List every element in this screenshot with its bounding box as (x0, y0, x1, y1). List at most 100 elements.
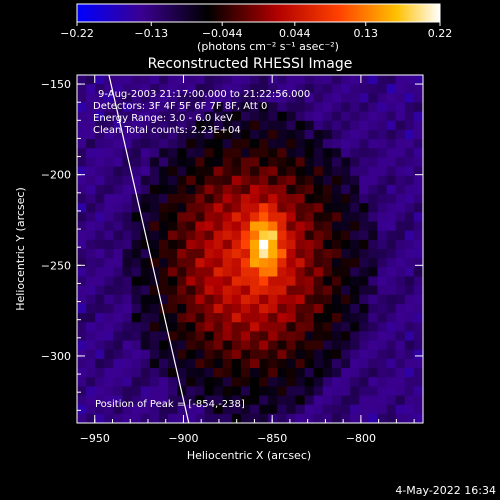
heatmap-cell (168, 294, 178, 305)
heatmap-cell (86, 84, 96, 94)
heatmap-cell (295, 303, 306, 314)
heatmap-cell (268, 111, 278, 122)
heatmap-cell (86, 175, 96, 186)
heatmap-cell (286, 285, 297, 296)
heatmap-cell (286, 377, 297, 387)
heatmap-cell (368, 139, 379, 149)
heatmap-cell (186, 377, 196, 387)
heatmap-cell (404, 166, 415, 177)
heatmap-cell (213, 386, 224, 397)
heatmap-cell (313, 413, 324, 423)
heatmap-cell (259, 368, 269, 378)
heatmap-cell (304, 249, 315, 259)
heatmap-cell (277, 148, 288, 159)
heatmap-cell (122, 377, 133, 387)
heatmap-cell (122, 368, 133, 378)
heatmap-cell (195, 166, 206, 177)
heatmap-cell (377, 340, 388, 351)
heatmap-cell (304, 157, 315, 168)
heatmap-cell (341, 203, 351, 213)
heatmap-cell (186, 285, 196, 296)
heatmap-cell (368, 184, 379, 195)
heatmap-cell (322, 349, 333, 360)
heatmap-cell (259, 166, 269, 177)
heatmap-cell (240, 276, 251, 287)
heatmap-cell (250, 267, 260, 278)
heatmap-cell (359, 358, 369, 369)
heatmap-cell (122, 349, 133, 360)
heatmap-cell (222, 331, 233, 342)
heatmap-cell (77, 413, 87, 423)
heatmap-cell (268, 285, 278, 296)
heatmap-cell (386, 303, 397, 314)
heatmap-cell (322, 267, 333, 278)
heatmap-cell (341, 111, 351, 122)
heatmap-cell (368, 386, 379, 397)
heatmap-cell (222, 148, 233, 159)
heatmap-cell (368, 349, 379, 360)
heatmap-cell (131, 386, 142, 397)
heatmap-cell (350, 285, 360, 296)
heatmap-cell (359, 102, 369, 113)
heatmap-cell (304, 413, 315, 423)
heatmap-cell (277, 368, 288, 378)
heatmap-cell (331, 194, 342, 204)
heatmap-cell (395, 75, 406, 85)
heatmap-cell (259, 340, 269, 351)
heatmap-cell (259, 239, 269, 250)
heatmap-cell (195, 258, 206, 268)
heatmap-cell (322, 93, 333, 104)
heatmap-cell (131, 139, 142, 149)
heatmap-cell (359, 230, 369, 241)
heatmap-cell (259, 267, 269, 278)
heatmap-cell (413, 413, 423, 423)
heatmap-cell (331, 395, 342, 406)
heatmap-cell (231, 93, 242, 104)
heatmap-cell (404, 194, 415, 204)
heatmap-cell (386, 184, 397, 195)
heatmap-cell (313, 276, 324, 287)
heatmap-cell (195, 129, 206, 140)
heatmap-cell (86, 249, 96, 259)
heatmap-cell (395, 239, 406, 250)
heatmap-cell (131, 404, 142, 415)
heatmap-cell (168, 249, 178, 259)
heatmap-cell (295, 267, 306, 278)
heatmap-cell (240, 340, 251, 351)
heatmap-cell (77, 340, 87, 351)
heatmap-cell (104, 294, 115, 305)
heatmap-cell (413, 322, 423, 333)
heatmap-cell (395, 404, 406, 415)
heatmap-cell (140, 120, 151, 131)
heatmap-cell (404, 313, 415, 323)
heatmap-cell (186, 322, 196, 333)
heatmap-cell (377, 166, 388, 177)
heatmap-cell (377, 313, 388, 323)
heatmap-cell (231, 84, 242, 94)
heatmap-cell (295, 194, 306, 204)
heatmap-cell (286, 194, 297, 204)
heatmap-cell (286, 368, 297, 378)
heatmap-cell (213, 84, 224, 94)
heatmap-cell (186, 111, 196, 122)
heatmap-cell (404, 331, 415, 342)
heatmap-cell (286, 111, 297, 122)
heatmap-cell (359, 377, 369, 387)
heatmap-cell (286, 303, 297, 314)
heatmap-cell (322, 258, 333, 268)
heatmap-cell (250, 395, 260, 406)
heatmap-cell (368, 93, 379, 104)
heatmap-cell (277, 111, 288, 122)
heatmap-cell (213, 111, 224, 122)
heatmap-cell (140, 276, 151, 287)
heatmap-cell (377, 386, 388, 397)
heatmap-cell (377, 184, 388, 195)
heatmap-cell (368, 175, 379, 186)
heatmap-cell (250, 294, 260, 305)
heatmap-cell (104, 221, 115, 232)
heatmap-cell (122, 102, 133, 113)
heatmap-cell (168, 230, 178, 241)
heatmap-cell (131, 129, 142, 140)
heatmap-cell (104, 102, 115, 113)
heatmap-cell (140, 212, 151, 223)
